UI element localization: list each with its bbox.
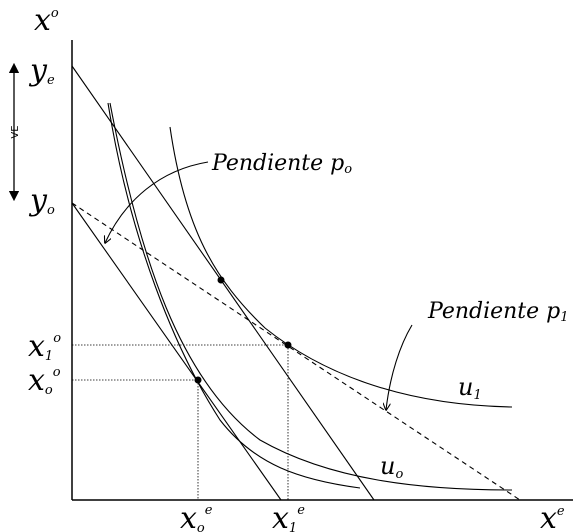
budget-line-ye-steep xyxy=(71,65,375,501)
tangency-point-x0 xyxy=(194,376,202,384)
ve-label: VE xyxy=(10,125,21,138)
ye-label: ye xyxy=(28,53,55,88)
x-axis-label: xe xyxy=(540,501,565,532)
x1e-label: x1e xyxy=(272,501,305,532)
tangency-point-x1 xyxy=(284,341,292,349)
pendiente-p1-arrow xyxy=(386,324,413,410)
x1o-label: x1o xyxy=(28,329,61,364)
pendiente-p1-label: Pendiente p1 xyxy=(427,299,569,325)
indifference-curve-u1 xyxy=(169,126,513,408)
x0e-label: xoe xyxy=(180,501,213,532)
u1-label: u1 xyxy=(458,373,482,403)
y-axis-label: xo xyxy=(34,3,59,38)
x0o-label: xoo xyxy=(28,363,61,398)
indifference-curve-u0 xyxy=(109,102,513,491)
y0-label: yo xyxy=(28,183,55,218)
pendiente-p0-arrow xyxy=(105,161,209,243)
budget-line-y0-dashed xyxy=(71,202,521,501)
pendiente-p0-label: Pendiente po xyxy=(211,151,352,177)
budget-line-y0-steep xyxy=(71,202,282,501)
tangency-point-upper xyxy=(217,276,225,284)
u0-label: uo xyxy=(380,452,403,482)
